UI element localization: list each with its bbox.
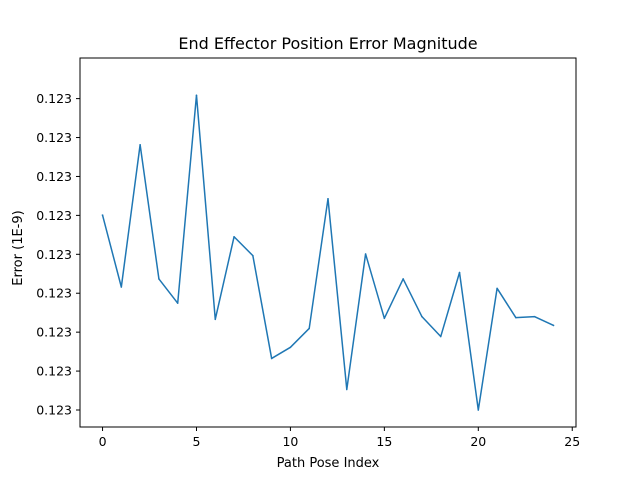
plot-area: 0 5 10 15 20 25 0.123 0.123 0.123 0.123 0.123 0.123…: [36, 57, 580, 449]
data-point: [515, 316, 517, 319]
y-tick-label: 0.123: [36, 208, 72, 223]
data-point: [346, 388, 348, 391]
x-tick-label: 5: [193, 434, 201, 449]
data-point: [402, 278, 404, 280]
data-point: [120, 286, 123, 288]
data-point: [552, 324, 555, 327]
y-tick-label: 0.123: [36, 325, 72, 340]
y-tick-label: 0.123: [36, 403, 72, 418]
x-axis-label: Path Pose Index: [277, 456, 380, 471]
series-line-0: [101, 94, 555, 411]
data-point: [289, 346, 292, 349]
data-point: [270, 357, 273, 360]
data-point: [458, 271, 461, 274]
data-point: [533, 315, 536, 318]
chart-title: End Effector Position Error Magnitude: [178, 34, 477, 53]
data-point: [421, 315, 423, 318]
data-point: [327, 197, 329, 200]
data-point: [383, 317, 386, 320]
plot-frame: [79, 57, 577, 428]
data-point: [139, 144, 141, 146]
data-point: [439, 335, 442, 338]
y-tick-label: 0.123: [36, 91, 72, 106]
y-tick-label: 0.123: [36, 364, 72, 379]
data-point: [308, 327, 310, 330]
data-point: [252, 254, 254, 257]
x-tick-label: 25: [564, 434, 580, 449]
data-point: [195, 94, 198, 96]
data-point: [176, 302, 179, 304]
x-tick-label: 15: [376, 434, 392, 449]
y-tick-label: 0.123: [36, 247, 72, 262]
data-point: [214, 318, 217, 321]
data-point: [158, 278, 160, 280]
y-tick-label: 0.123: [36, 169, 72, 184]
x-tick-label: 10: [282, 434, 298, 449]
data-point: [101, 214, 104, 216]
data-point: [364, 253, 367, 255]
x-tick-label: 0: [99, 434, 107, 449]
y-tick-label: 0.123: [36, 130, 72, 145]
y-axis-label: Error (1E-9): [11, 210, 26, 285]
x-tick-label: 20: [470, 434, 486, 449]
data-point: [477, 409, 480, 411]
data-point: [496, 287, 498, 290]
y-tick-label: 0.123: [36, 286, 72, 301]
data-point: [233, 236, 235, 238]
